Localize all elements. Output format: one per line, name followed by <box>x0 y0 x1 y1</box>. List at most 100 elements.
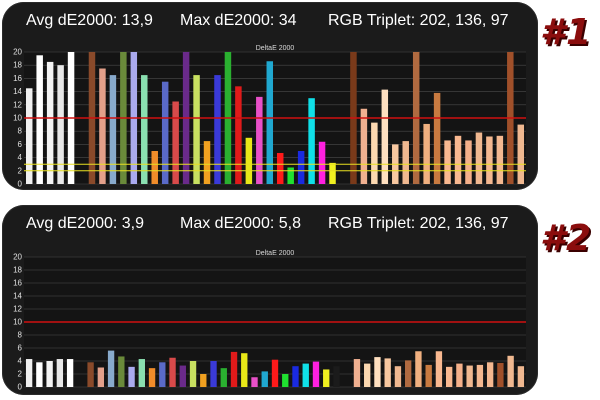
bar-2-43 <box>466 365 473 387</box>
bar-2-28 <box>312 361 320 387</box>
bar-2-44 <box>476 364 484 387</box>
bar-1-13 <box>161 81 169 184</box>
bar-2-4 <box>66 359 74 387</box>
bar-2-27 <box>302 363 309 387</box>
bar-1-0 <box>25 88 33 184</box>
bar-2-6 <box>87 362 94 387</box>
y-tick-label-1-14: 14 <box>13 87 22 96</box>
bar-1-40 <box>444 140 451 184</box>
bar-1-21 <box>245 137 253 184</box>
bar-2-40 <box>435 351 443 387</box>
bar-2-23 <box>261 371 268 387</box>
bar-2-9 <box>118 356 125 387</box>
bar-1-33 <box>371 122 378 184</box>
chart-title-2: DeltaE 2000 <box>256 250 295 257</box>
y-tick-label-2-6: 6 <box>18 344 23 353</box>
bar-1-36 <box>402 141 409 184</box>
bar-2-26 <box>292 366 299 387</box>
bar-2-20 <box>230 351 238 387</box>
bar-1-27 <box>308 98 315 184</box>
bar-1-18 <box>214 75 221 184</box>
bar-2-29 <box>323 369 330 387</box>
bar-2-36 <box>394 366 402 387</box>
y-tick-label-2-0: 0 <box>18 383 23 392</box>
bar-2-12 <box>148 368 156 387</box>
bar-2-10 <box>128 366 135 387</box>
bar-1-1 <box>36 55 43 184</box>
max-de2000-2: Max dE2000: 5,8 <box>180 215 301 232</box>
y-tick-label-1-4: 4 <box>18 153 23 162</box>
bar-2-45 <box>486 362 494 387</box>
avg-de2000-2: Avg dE2000: 3,9 <box>26 215 145 232</box>
bar-1-20 <box>235 86 242 184</box>
max-de2000-1: Max dE2000: 34 <box>180 12 297 29</box>
y-tick-label-2-18: 18 <box>13 266 22 275</box>
bar-1-17 <box>203 141 211 184</box>
bar-2-8 <box>107 350 115 387</box>
bar-2-46 <box>497 362 504 387</box>
bar-1-22 <box>256 96 263 184</box>
bar-2-24 <box>271 359 279 387</box>
bar-1-25 <box>287 167 294 184</box>
bar-1-12 <box>151 151 158 184</box>
y-tick-label-2-14: 14 <box>13 292 22 301</box>
bar-2-15 <box>179 365 186 387</box>
bar-1-26 <box>297 151 305 184</box>
bar-2-48 <box>517 366 525 387</box>
panel-2: Avg dE2000: 3,9 Max dE2000: 5,8 RGB Trip… <box>2 205 538 395</box>
bar-2-41 <box>445 366 453 387</box>
panel-label-1: #1 <box>540 12 593 53</box>
y-tick-label-2-20: 20 <box>13 253 22 262</box>
bar-2-39 <box>425 364 432 387</box>
panel-label-2: #2 <box>540 218 593 259</box>
bar-2-2 <box>46 361 53 387</box>
rgb-triplet-1: RGB Triplet: 202, 136, 97 <box>328 12 509 29</box>
bar-1-43 <box>475 132 483 184</box>
bar-2-13 <box>159 362 166 387</box>
bar-2-22 <box>251 377 258 387</box>
bar-2-25 <box>282 374 289 387</box>
y-tick-label-2-12: 12 <box>13 305 22 314</box>
stats-bar-1: Avg dE2000: 13,9 Max dE2000: 34 RGB Trip… <box>26 12 526 34</box>
bar-2-3 <box>56 359 64 387</box>
bar-2-30 <box>333 366 340 387</box>
y-tick-label-1-8: 8 <box>18 127 23 136</box>
bar-2-16 <box>189 361 197 387</box>
bar-1-32 <box>360 108 368 184</box>
bar-2-17 <box>200 374 207 387</box>
bar-1-39 <box>433 92 441 184</box>
y-tick-label-1-6: 6 <box>18 140 23 149</box>
y-tick-label-2-2: 2 <box>18 370 23 379</box>
bar-1-23 <box>266 61 274 184</box>
bar-1-2 <box>46 61 54 184</box>
bar-2-11 <box>138 359 145 387</box>
y-tick-label-1-18: 18 <box>13 61 22 70</box>
panel-1: Avg dE2000: 13,9 Max dE2000: 34 RGB Trip… <box>2 2 538 190</box>
bar-2-47 <box>507 355 514 387</box>
bar-2-19 <box>220 368 227 387</box>
bar-1-28 <box>318 141 326 184</box>
bar-1-14 <box>172 101 179 184</box>
bar-1-24 <box>276 152 284 184</box>
bar-1-29 <box>329 162 336 184</box>
deltae-chart-2: DeltaE 2000 0 2 4 6 8 10 12 14 16 18 20 <box>13 250 526 392</box>
bar-2-35 <box>384 358 391 387</box>
bar-2-42 <box>456 363 463 387</box>
y-tick-label-1-16: 16 <box>13 74 22 83</box>
bar-2-18 <box>210 361 217 387</box>
y-tick-label-2-8: 8 <box>18 331 23 340</box>
bar-2-1 <box>36 362 43 387</box>
y-tick-label-1-20: 20 <box>13 48 22 57</box>
y-tick-label-2-4: 4 <box>18 357 23 366</box>
y-tick-label-1-12: 12 <box>13 100 22 109</box>
bar-1-8 <box>109 75 117 184</box>
bar-1-38 <box>423 123 430 184</box>
stats-bar-2: Avg dE2000: 3,9 Max dE2000: 5,8 RGB Trip… <box>26 215 526 237</box>
y-tick-label-1-0: 0 <box>18 180 23 189</box>
chart-title-1: DeltaE 2000 <box>256 45 295 52</box>
y-tick-label-1-2: 2 <box>18 166 23 175</box>
bar-2-14 <box>169 357 176 387</box>
bar-2-38 <box>415 351 422 387</box>
bar-1-41 <box>454 135 462 184</box>
bar-2-37 <box>405 360 412 387</box>
